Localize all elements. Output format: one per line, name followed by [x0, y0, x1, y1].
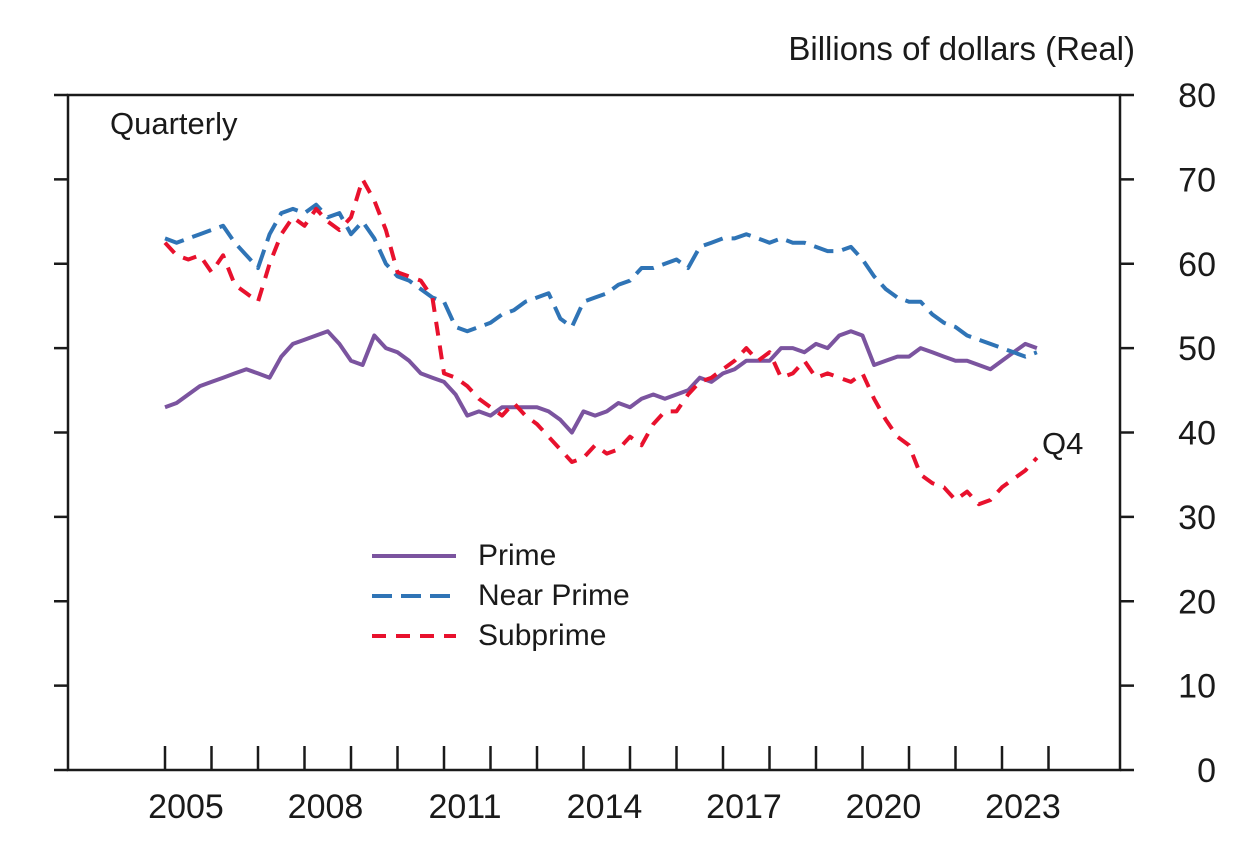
- legend-item-subprime: Subprime: [372, 616, 630, 656]
- series-line-prime: [164, 329, 1038, 435]
- x-axis-label: 2011: [428, 788, 501, 826]
- x-axis-label: 2020: [846, 788, 922, 826]
- legend-label: Prime: [478, 539, 557, 572]
- x-axis-label: 2008: [288, 788, 364, 826]
- legend-label: Subprime: [478, 619, 607, 652]
- x-axis-label: 2023: [985, 788, 1061, 826]
- chart-title: Billions of dollars (Real): [788, 30, 1135, 67]
- y-axis-label: 40: [1178, 415, 1216, 453]
- legend-line-sample: [372, 594, 456, 598]
- legend-line-sample: [372, 554, 456, 558]
- legend-item-prime: Prime: [372, 536, 630, 576]
- x-axis-label: 2005: [148, 788, 224, 826]
- series-line-subprime: [163, 177, 1039, 507]
- y-axis-label: 70: [1178, 161, 1216, 199]
- y-axis-label: 50: [1178, 330, 1216, 368]
- axis-frame: [66, 93, 1122, 772]
- series-line-near-prime: [164, 202, 1038, 359]
- y-axis-label: 0: [1197, 752, 1216, 790]
- legend-item-near-prime: Near Prime: [372, 576, 630, 616]
- legend-line-sample: [372, 634, 456, 638]
- end-annotation: Q4: [1042, 426, 1084, 461]
- legend-label: Near Prime: [478, 579, 630, 612]
- y-axis-label: 10: [1178, 668, 1216, 706]
- y-axis-label: 30: [1178, 499, 1216, 537]
- chart-legend: Prime Near Prime Subprime: [372, 536, 630, 656]
- y-axis-label: 20: [1178, 583, 1216, 621]
- frequency-label: Quarterly: [110, 106, 238, 141]
- x-axis-label: 2017: [706, 788, 782, 826]
- x-axis-label: 2014: [567, 788, 643, 826]
- y-axis-label: 80: [1178, 77, 1216, 115]
- y-axis-label: 60: [1178, 246, 1216, 284]
